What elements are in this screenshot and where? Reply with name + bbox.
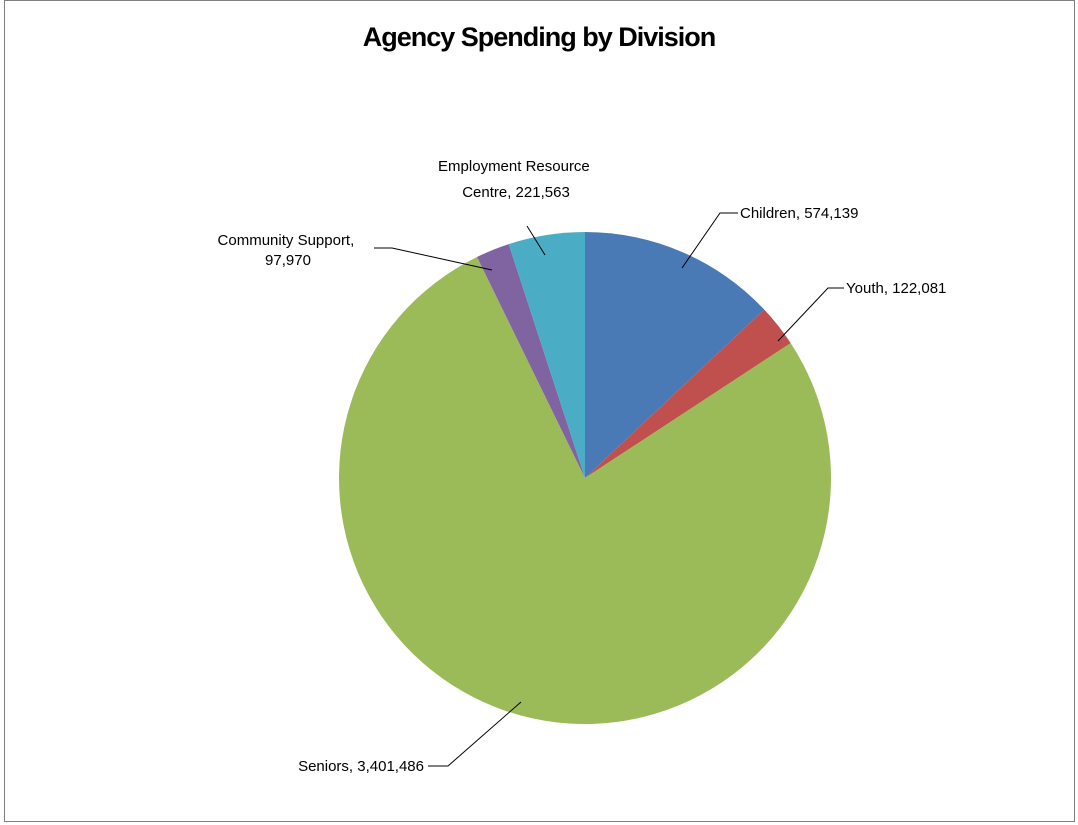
pie-slice-seniors [338, 256, 831, 724]
data-label-employment-resource-centre: Employment Resource Centre, 221,563 [438, 158, 594, 201]
leader-line-youth [777, 287, 844, 342]
data-label-seniors: Seniors, 3,401,486 [298, 758, 424, 775]
leader-line-employment-resource-centre [526, 225, 546, 256]
pie-slice-community-support [477, 244, 585, 478]
data-label-erc-line2: Centre, 221,563 [462, 184, 570, 201]
leader-line-seniors [428, 701, 522, 767]
data-label-erc-line1: Employment Resource [438, 158, 590, 175]
pie-slice-employment-resource-centre [508, 232, 585, 478]
chart-title: Agency Spending by Division [362, 22, 717, 52]
data-label-children: Children, 574,139 [740, 205, 858, 222]
data-label-community-support-line1: Community Support, [218, 232, 355, 249]
data-label-community-support-line2: 97,970 [265, 252, 311, 269]
data-label-youth: Youth, 122,081 [846, 280, 946, 297]
pie-slice-children [585, 232, 765, 478]
pie-slices [338, 232, 831, 724]
leader-line-community-support [374, 247, 493, 271]
pie-slice-youth [585, 309, 791, 478]
leader-line-children [681, 212, 738, 269]
data-label-community-support: Community Support, 97,970 [218, 232, 359, 269]
pie-labels: Children, 574,139 Youth, 122,081 Seniors… [218, 158, 947, 775]
